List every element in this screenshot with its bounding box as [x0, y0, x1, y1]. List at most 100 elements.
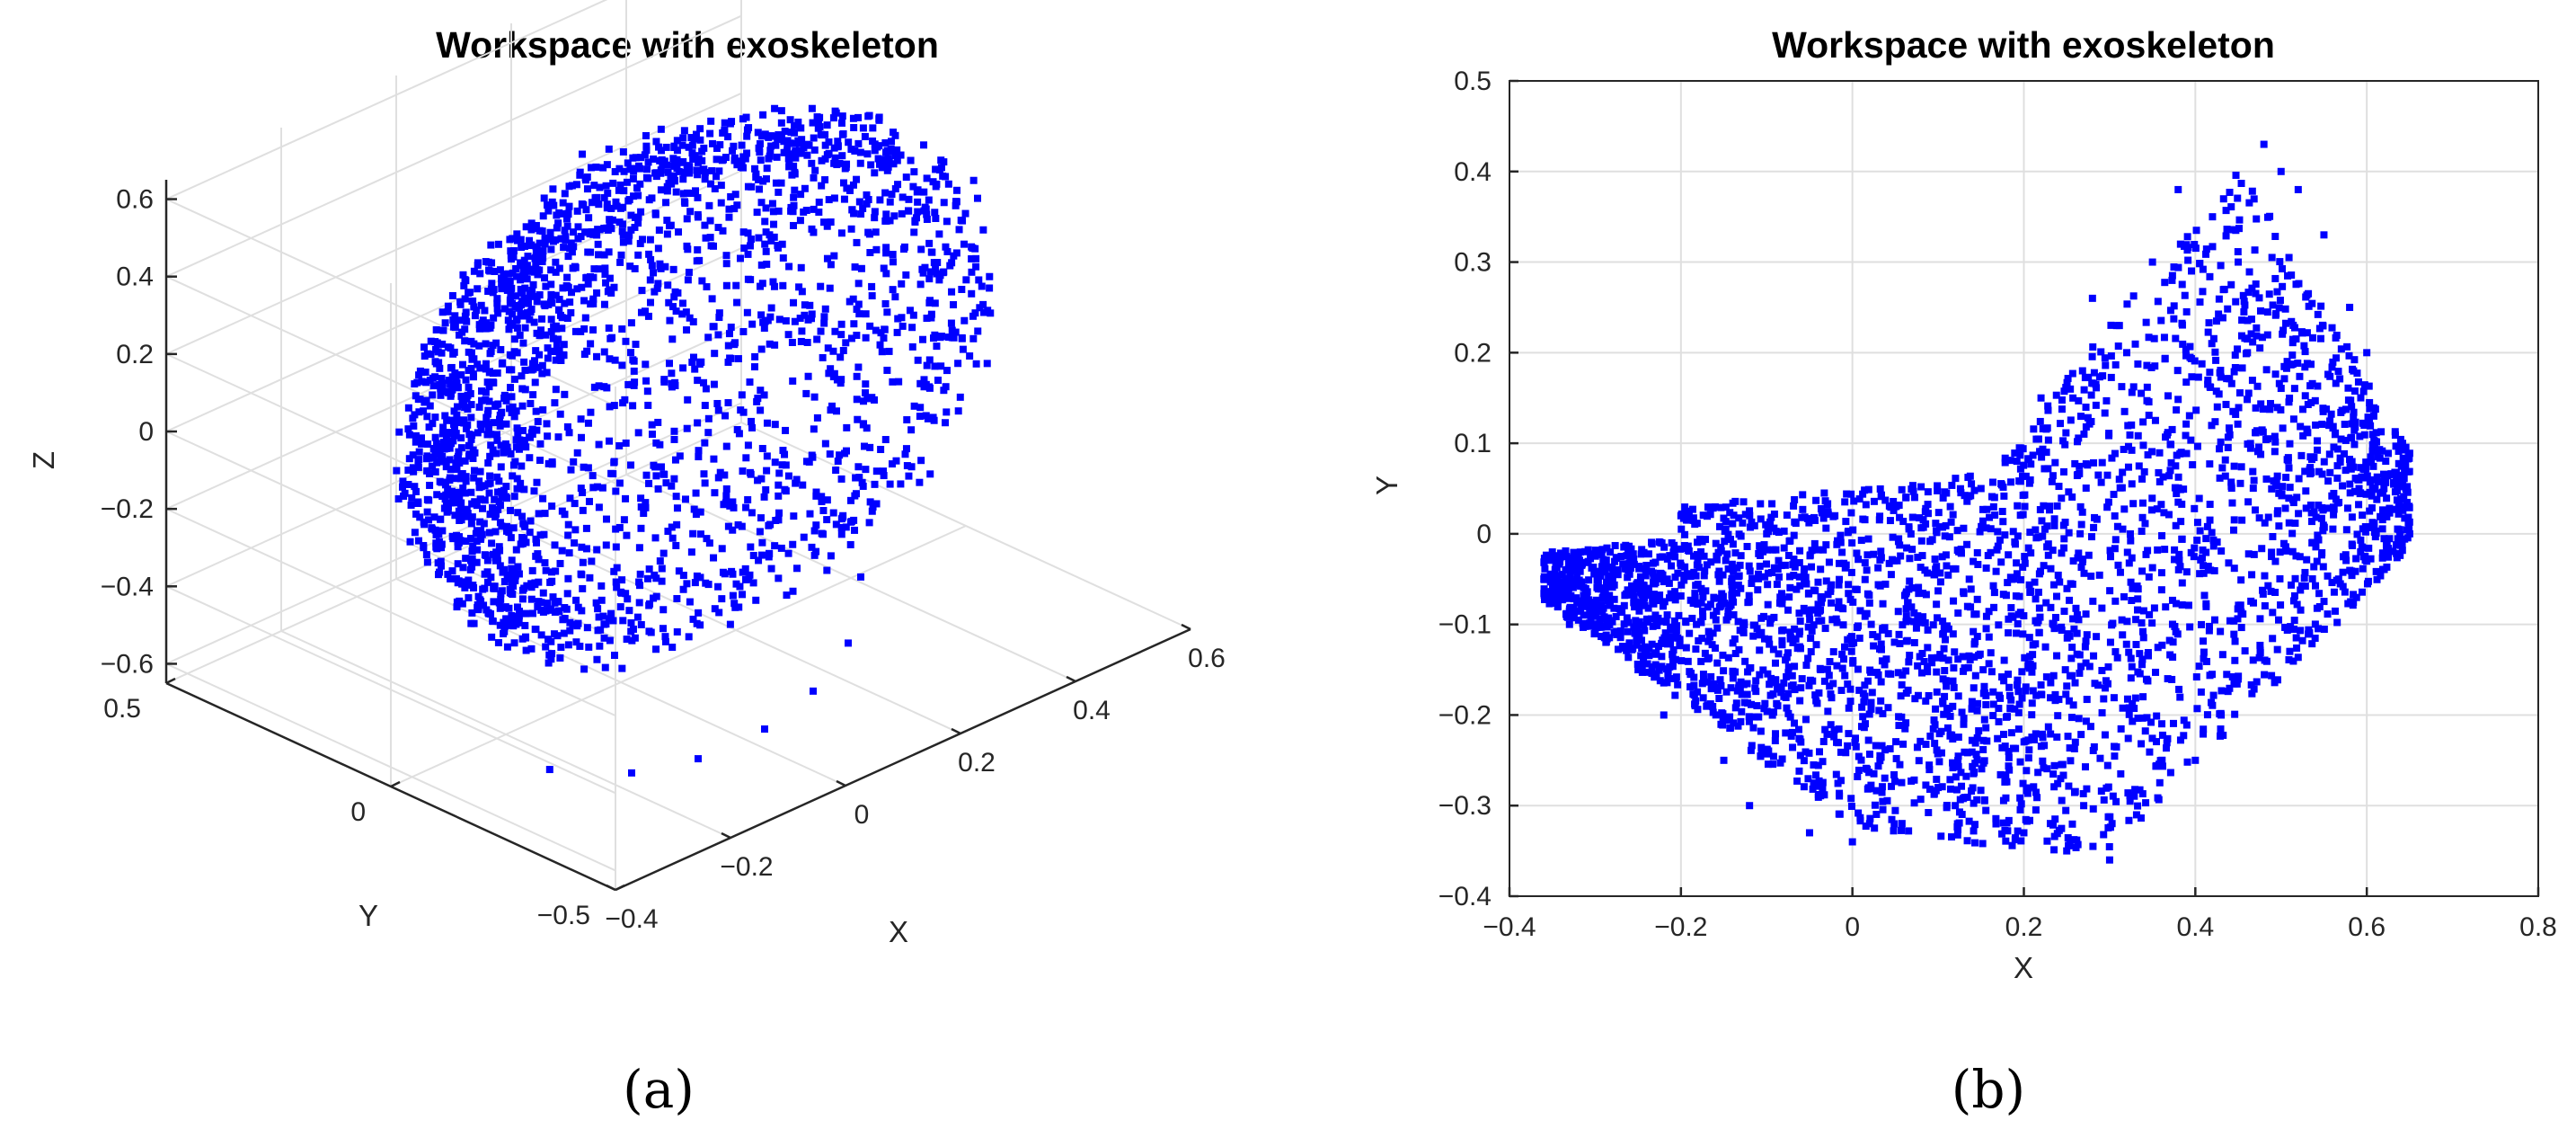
chart-b-point [1816, 748, 1824, 756]
chart-b-point [2096, 754, 2104, 762]
chart-a-point [830, 144, 838, 152]
chart-a-point [818, 156, 826, 164]
chart-a-point [554, 335, 562, 343]
chart-a-point [514, 509, 522, 517]
chart-a-point [820, 313, 828, 321]
chart-a-point [746, 242, 754, 250]
chart-a-point [757, 475, 766, 483]
chart-a-point [766, 550, 774, 558]
chart-a-point [696, 573, 704, 582]
chart-a-point [547, 637, 555, 645]
chart-a-point [439, 423, 447, 431]
chart-a-point [498, 280, 506, 288]
chart-b-point [2027, 460, 2035, 468]
chart-a-point [474, 259, 482, 267]
chart-b-point [1908, 546, 1917, 554]
chart-b-point [2378, 549, 2386, 557]
chart-b-point [1996, 536, 2004, 544]
chart-b-point [2217, 262, 2225, 270]
chart-a-point [602, 541, 610, 549]
chart-b-point [2113, 522, 2121, 530]
chart-a-point [694, 245, 702, 253]
chart-a-point [978, 282, 986, 290]
chart-a-point [672, 493, 680, 501]
chart-a-point [500, 449, 508, 457]
chart-a-point [468, 297, 476, 305]
chart-b-point [2119, 704, 2127, 712]
chart-a-point [731, 339, 739, 347]
chart-a-point [637, 154, 645, 162]
chart-a-point [739, 153, 748, 161]
chart-a-point [566, 627, 574, 635]
chart-a-point [654, 418, 662, 426]
chart-b-point [2216, 732, 2224, 740]
chart-a-point [654, 280, 662, 288]
chart-b-point [1598, 594, 1607, 602]
chart-b-point [2252, 404, 2260, 412]
chart-a-point [863, 150, 872, 158]
chart-a-point [909, 311, 917, 319]
chart-b-point [2198, 360, 2206, 368]
chart-a-point [634, 213, 642, 221]
chart-b-point [1588, 550, 1596, 558]
chart-a-point [774, 241, 782, 249]
chart-b-point [1902, 719, 1910, 727]
chart-a-point [810, 205, 818, 213]
chart-b-point [2127, 654, 2135, 662]
chart-b-point [1698, 607, 1706, 615]
chart-a-point [506, 351, 514, 359]
chart-a-point [792, 154, 800, 162]
chart-a-point [987, 309, 995, 317]
chart-b-point [2272, 476, 2280, 485]
chart-b-point [2013, 629, 2021, 637]
chart-b-point [1788, 671, 1796, 680]
chart-a-point [744, 496, 752, 504]
chart-b-point [2217, 711, 2226, 719]
chart-b-title: Workspace with exoskeleton [1772, 24, 2275, 66]
chart-b-point [1690, 568, 1698, 576]
chart-a-point [714, 223, 722, 231]
chart-b-point [2317, 514, 2325, 522]
chart-a-point [701, 439, 709, 447]
chart-b-point [1630, 560, 1638, 568]
chart-b-point [2047, 603, 2055, 611]
chart-b-point [1610, 595, 1618, 603]
chart-a-point [580, 297, 589, 305]
chart-b-point [1934, 482, 1942, 490]
chart-b-point [1792, 635, 1800, 643]
chart-b-point [2229, 407, 2237, 415]
chart-a-point [405, 455, 413, 463]
chart-b-point [1859, 713, 1867, 721]
chart-b-point [1795, 725, 1803, 733]
chart-b-point [2107, 352, 2115, 360]
chart-b-point [2204, 377, 2212, 385]
chart-b-point [2050, 783, 2058, 791]
chart-b-point [1599, 556, 1607, 564]
chart-a-point [830, 194, 838, 202]
chart-a-point [564, 641, 572, 649]
chart-b-point [2191, 244, 2200, 253]
chart-b-point [1729, 520, 1737, 528]
chart-a-point [630, 367, 638, 375]
chart-a-point [801, 311, 809, 319]
chart-b-xtick-label: 0.8 [2519, 912, 2557, 942]
chart-a-point [473, 307, 481, 315]
chart-b-point [1896, 640, 1904, 648]
chart-b-point [2377, 572, 2385, 580]
chart-a-point [730, 503, 738, 511]
chart-a-point [642, 147, 651, 155]
chart-b-point [2172, 627, 2180, 636]
chart-b-point [2062, 806, 2070, 814]
chart-a-point [487, 241, 495, 249]
chart-a-point [907, 156, 915, 164]
chart-a-point [682, 495, 690, 503]
chart-b-point [1949, 630, 1957, 638]
chart-b-point [1717, 547, 1725, 555]
chart-a-point [747, 236, 755, 244]
chart-a-point [420, 343, 429, 351]
chart-b-point [2166, 307, 2174, 315]
chart-b-point [1743, 542, 1751, 550]
chart-b-point [2068, 580, 2076, 588]
chart-a-point [663, 230, 671, 238]
